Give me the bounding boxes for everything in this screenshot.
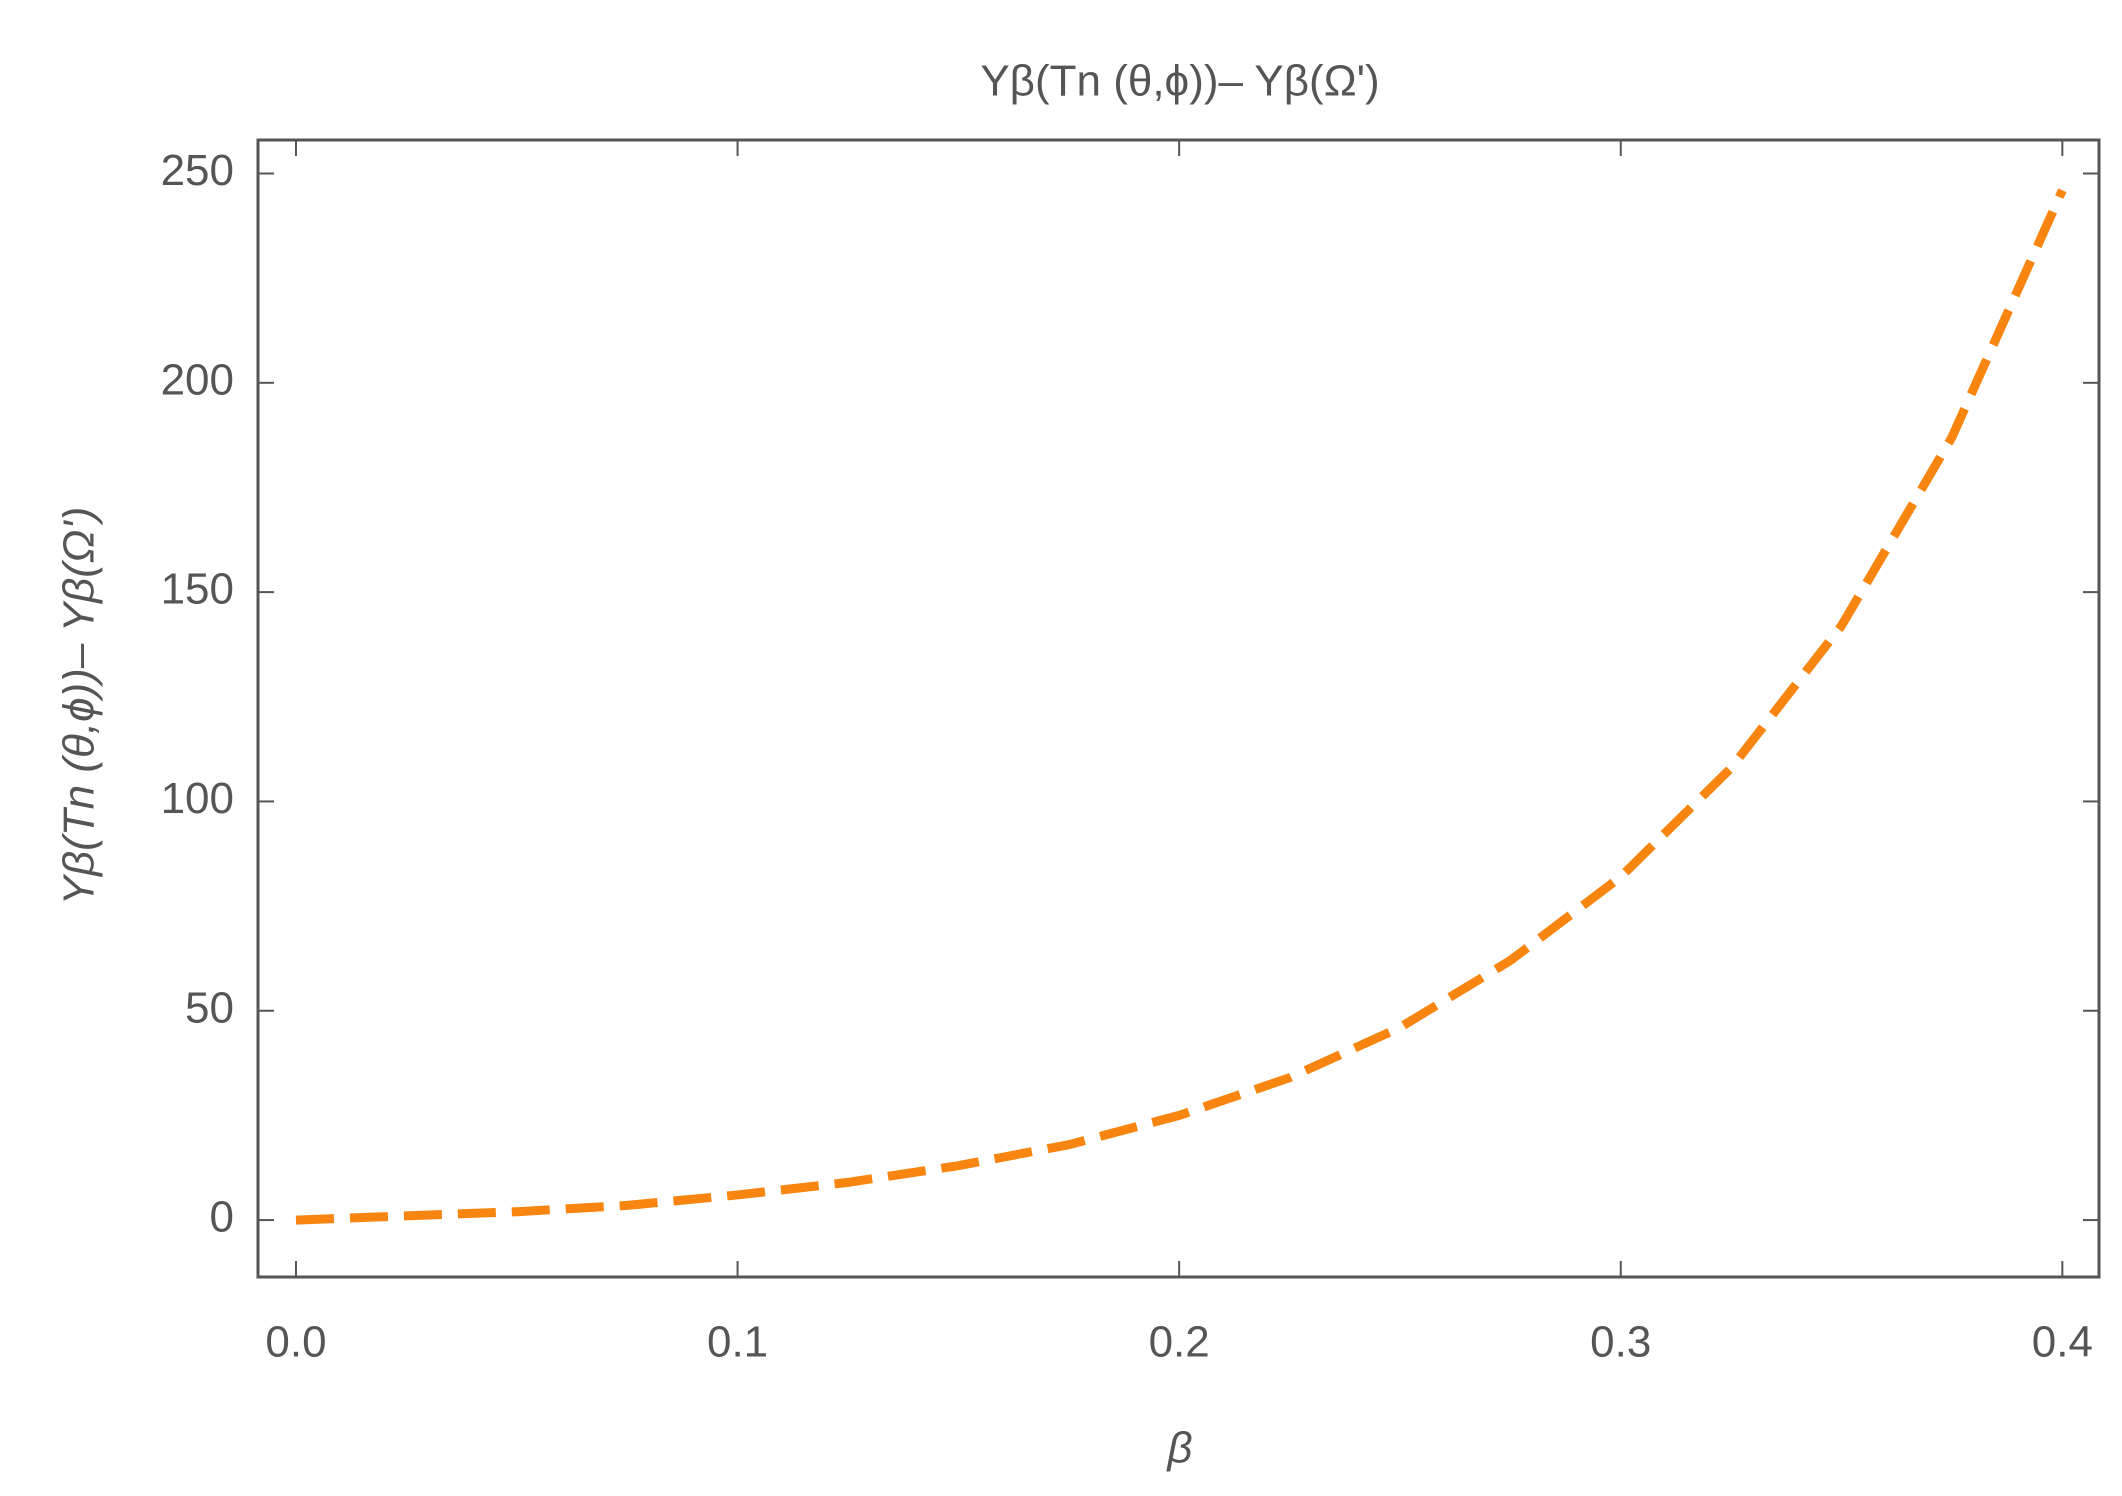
y-tick-label: 100	[161, 774, 234, 823]
chart-title: Yβ(Tn (θ,ϕ))– Yβ(Ω')	[980, 57, 1379, 106]
y-tick-label: 50	[185, 983, 234, 1032]
x-tick-label: 0.0	[265, 1318, 326, 1367]
y-tick-label: 0	[210, 1193, 234, 1242]
y-tick-label: 200	[161, 355, 234, 404]
x-tick-label: 0.2	[1149, 1318, 1210, 1367]
y-tick-label: 150	[161, 565, 234, 614]
x-tick-label: 0.1	[707, 1318, 768, 1367]
x-tick-label: 0.3	[1590, 1318, 1651, 1367]
x-axis-title: β	[1165, 1424, 1192, 1473]
data-line	[295, 188, 2067, 1225]
y-tick-label: 250	[161, 146, 234, 195]
plot-frame	[256, 138, 2101, 1279]
y-axis-title: Yβ(Tn (θ,ϕ))– Yβ(Ω')	[55, 507, 104, 906]
x-tick-label: 0.4	[2032, 1318, 2093, 1367]
